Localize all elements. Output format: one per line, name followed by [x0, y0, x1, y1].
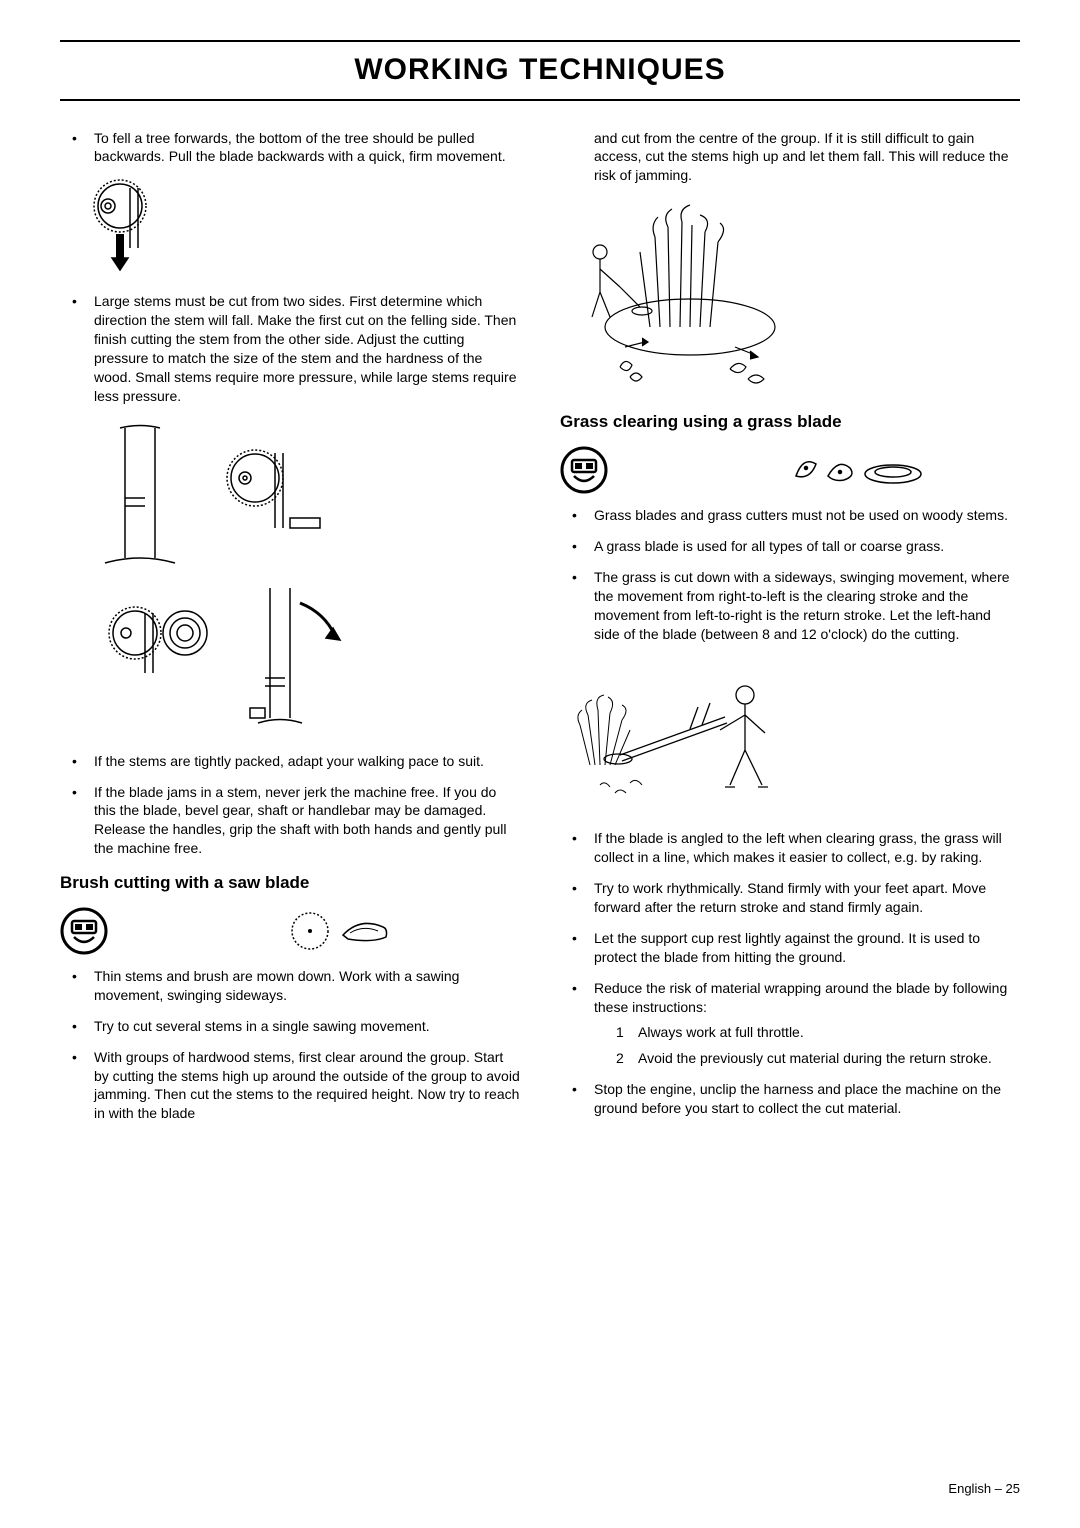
bullet-item: A grass blade is used for all types of t…: [572, 537, 1020, 556]
bullet-item: Try to cut several stems in a single saw…: [72, 1017, 520, 1036]
numbered-item: 1Always work at full throttle.: [616, 1023, 1020, 1042]
icon-row-saw-blade: [60, 907, 520, 955]
illustration-saw-down: [90, 178, 520, 278]
bullet-item: Grass blades and grass cutters must not …: [572, 506, 1020, 525]
visor-icon: [60, 907, 108, 955]
continuation-text: and cut from the centre of the group. If…: [560, 129, 1020, 186]
bullet-item: The grass is cut down with a sideways, s…: [572, 568, 1020, 644]
bullet-item: If the blade jams in a stem, never jerk …: [72, 783, 520, 859]
bullet-item: Try to work rhythmically. Stand firmly w…: [572, 879, 1020, 917]
bullet-item: Let the support cup rest lightly against…: [572, 929, 1020, 967]
bullet-item: Thin stems and brush are mown down. Work…: [72, 967, 520, 1005]
bullet-item: Large stems must be cut from two sides. …: [72, 292, 520, 405]
grass-blade-guard-icon: [788, 446, 928, 494]
bullet-item: With groups of hardwood stems, first cle…: [72, 1048, 520, 1124]
page-title: WORKING TECHNIQUES: [60, 40, 1020, 101]
illustration-brush-group: [570, 197, 1020, 397]
icon-row-grass-blade: [560, 446, 1020, 494]
two-column-layout: To fell a tree forwards, the bottom of t…: [60, 129, 1020, 1136]
saw-blade-guard-icon: [288, 907, 398, 955]
illustration-grass-swing: [570, 655, 1020, 815]
section-heading-brush-cutting: Brush cutting with a saw blade: [60, 872, 520, 895]
bullet-item: Stop the engine, unclip the harness and …: [572, 1080, 1020, 1118]
bullet-item: If the stems are tightly packed, adapt y…: [72, 752, 520, 771]
numbered-item: 2Avoid the previously cut material durin…: [616, 1049, 1020, 1068]
left-column: To fell a tree forwards, the bottom of t…: [60, 129, 520, 1136]
visor-icon: [560, 446, 608, 494]
bullet-item: To fell a tree forwards, the bottom of t…: [72, 129, 520, 167]
right-column: and cut from the centre of the group. If…: [560, 129, 1020, 1136]
illustration-two-side-cut: [90, 418, 520, 738]
bullet-item: Reduce the risk of material wrapping aro…: [572, 979, 1020, 1069]
page-footer: English – 25: [948, 1480, 1020, 1498]
section-heading-grass-clearing: Grass clearing using a grass blade: [560, 411, 1020, 434]
bullet-item: If the blade is angled to the left when …: [572, 829, 1020, 867]
